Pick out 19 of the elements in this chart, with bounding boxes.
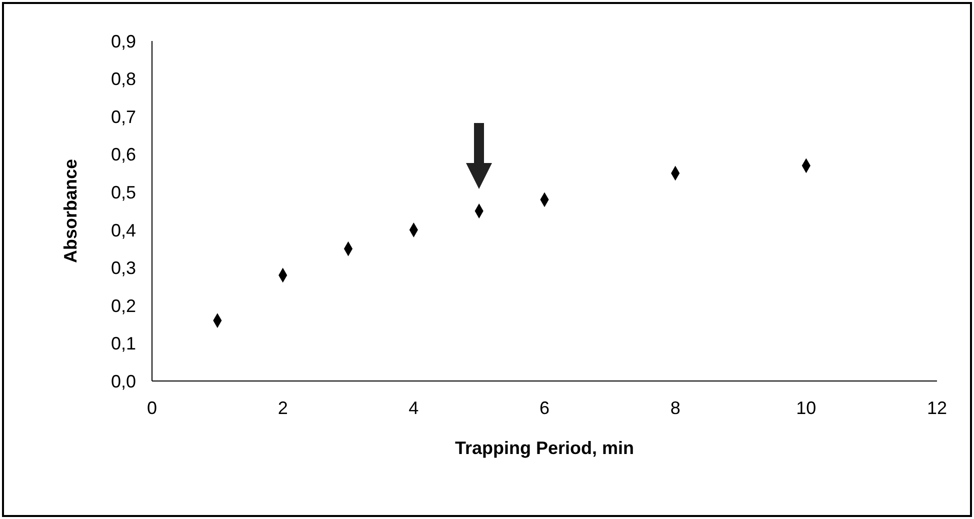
x-tick-label: 10 [796,398,816,418]
x-tick-label: 2 [278,398,288,418]
y-tick-label: 0,0 [110,371,136,392]
x-axis-title: Trapping Period, min [454,438,634,458]
x-tick-label: 0 [146,398,158,418]
x-tick-label: 12 [926,398,948,418]
y-tick-label: 0,8 [110,69,136,90]
x-tick-label: 8 [670,398,680,418]
y-tick-label: 0,6 [110,144,136,165]
y-tick-label: 0,4 [110,220,136,240]
y-tick-label: 0,9 [110,31,136,52]
x-tick-label: 6 [539,398,550,418]
y-axis-title: Absorbance [60,158,80,264]
y-tick-label: 0,7 [110,106,136,127]
x-tick-label: 4 [408,398,419,418]
y-tick-label: 0,3 [110,258,136,278]
y-tick-label: 0,5 [110,182,136,202]
y-tick-label: 0,2 [110,296,136,316]
y-tick-label: 0,1 [110,334,136,354]
